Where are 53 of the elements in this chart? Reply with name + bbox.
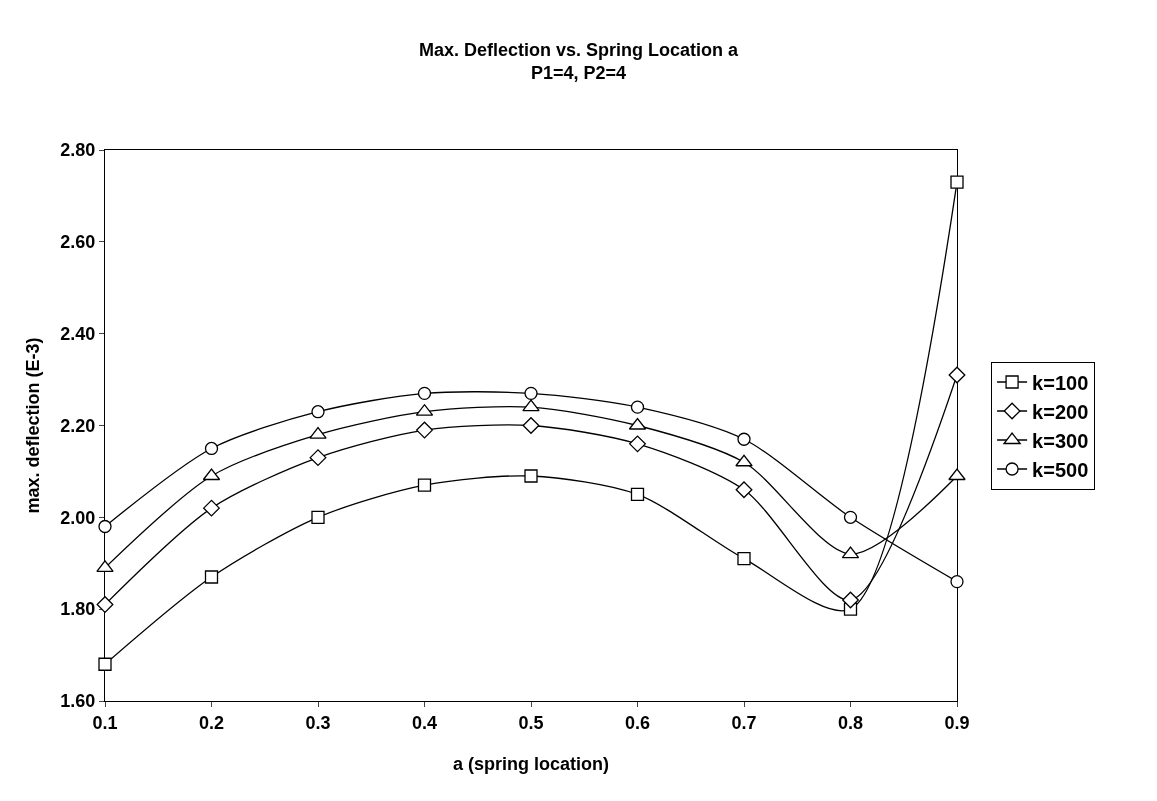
y-tick-label: 2.80 — [60, 140, 96, 161]
x-tick-label: 0.9 — [944, 712, 970, 733]
point — [417, 386, 432, 400]
point — [843, 510, 858, 524]
point — [416, 421, 433, 439]
y-tick-label: 1.60 — [60, 691, 96, 712]
y-tick-label: 2.20 — [60, 415, 96, 436]
point — [735, 454, 753, 467]
y-axis-title: max. deflection (E-3) — [23, 337, 44, 514]
x-tick-label: 0.2 — [198, 712, 225, 733]
legend-label: k=500 — [1032, 458, 1089, 481]
y-tick-label: 2.60 — [60, 232, 96, 253]
point — [948, 468, 966, 481]
legend-label: k=200 — [1032, 400, 1089, 423]
y-tick-label: 2.00 — [60, 507, 96, 528]
point — [630, 400, 645, 414]
point — [737, 432, 751, 446]
y-tick-label: 1.80 — [60, 599, 96, 620]
point — [203, 499, 220, 517]
point — [311, 405, 325, 419]
point — [522, 417, 540, 434]
point — [950, 175, 964, 189]
x-tick-label: 0.1 — [92, 712, 118, 733]
chart-subtitle: P1=4, P2=4 — [530, 63, 627, 84]
point — [98, 657, 112, 671]
point — [311, 510, 325, 524]
point — [737, 552, 751, 566]
point — [417, 478, 432, 492]
x-tick-label: 0.3 — [305, 712, 331, 733]
x-tick-label: 0.4 — [411, 712, 438, 733]
point — [629, 435, 646, 453]
point — [98, 519, 112, 534]
x-tick-label: 0.8 — [837, 712, 864, 733]
point — [96, 596, 114, 614]
point — [524, 469, 538, 483]
x-tick-label: 0.6 — [624, 712, 651, 733]
point — [948, 366, 966, 384]
y-tick-label: 2.40 — [60, 323, 96, 344]
point — [524, 386, 538, 400]
point — [204, 570, 219, 584]
point — [735, 481, 753, 499]
legend-label: k=100 — [1032, 371, 1089, 394]
x-axis-title: a (spring location) — [452, 753, 610, 774]
x-tick-label: 0.5 — [518, 712, 544, 733]
point — [630, 487, 645, 502]
point — [950, 574, 964, 589]
point — [309, 449, 327, 467]
chart-title: Max. Deflection vs. Spring Location a — [418, 40, 740, 61]
point — [522, 399, 540, 412]
point — [204, 441, 219, 456]
point — [842, 591, 859, 609]
x-tick-label: 0.7 — [731, 712, 757, 733]
legend-label: k=300 — [1032, 429, 1089, 452]
